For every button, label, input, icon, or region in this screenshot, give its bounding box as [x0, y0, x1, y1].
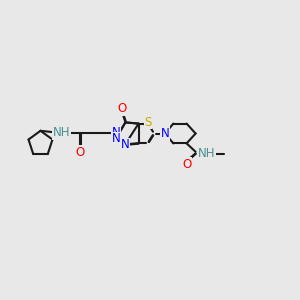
Text: O: O — [118, 102, 127, 115]
Text: N: N — [112, 126, 121, 139]
Text: O: O — [76, 146, 85, 159]
Text: NH: NH — [53, 126, 70, 139]
Text: N: N — [160, 127, 169, 140]
Text: S: S — [144, 116, 152, 129]
Text: NH: NH — [198, 147, 215, 160]
Text: N: N — [121, 138, 130, 151]
Text: N: N — [112, 132, 121, 145]
Text: N: N — [112, 126, 121, 139]
Text: O: O — [182, 158, 191, 171]
